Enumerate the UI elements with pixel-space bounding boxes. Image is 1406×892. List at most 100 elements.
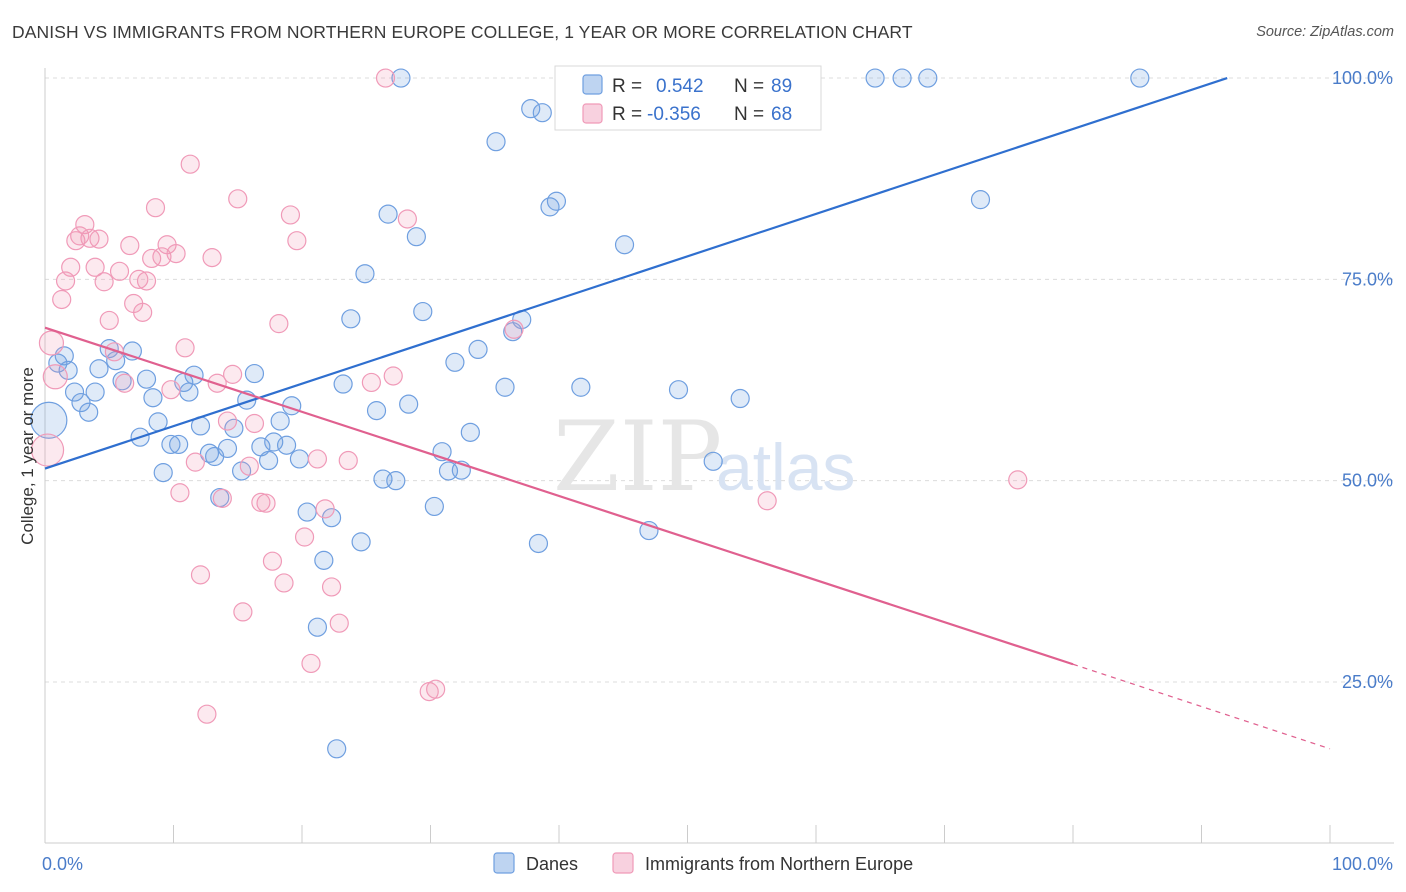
- point-danes: [327, 739, 347, 759]
- point-immigrants: [120, 235, 140, 256]
- point-danes: [161, 434, 181, 455]
- point-immigrants: [1008, 470, 1028, 490]
- point-immigrants: [38, 330, 65, 356]
- point-danes: [424, 496, 444, 517]
- legend-label-immigrants: Immigrants from Northern Europe: [645, 854, 913, 874]
- point-immigrants: [175, 338, 195, 358]
- point-immigrants: [104, 342, 124, 362]
- point-immigrants: [166, 243, 186, 264]
- point-danes: [460, 422, 480, 442]
- point-immigrants: [361, 372, 381, 393]
- y-tick-label: 50.0%: [1342, 471, 1393, 491]
- legend-swatch-immigrants: [582, 103, 603, 124]
- point-immigrants: [280, 205, 301, 225]
- chart-title: DANISH VS IMMIGRANTS FROM NORTHERN EUROP…: [12, 22, 913, 42]
- point-danes: [297, 502, 317, 522]
- point-danes: [112, 371, 132, 391]
- point-immigrants: [504, 319, 524, 339]
- point-immigrants: [129, 269, 149, 289]
- legend-r-label-danes: R =: [612, 76, 642, 97]
- point-danes: [703, 451, 723, 471]
- point-immigrants: [256, 493, 276, 513]
- point-immigrants: [217, 411, 238, 431]
- point-immigrants: [115, 373, 135, 393]
- series-immigrants-points: [30, 68, 1028, 724]
- point-danes: [58, 360, 78, 380]
- point-immigrants: [152, 247, 172, 267]
- point-immigrants: [307, 449, 328, 469]
- series-danes-points: [30, 68, 1150, 759]
- point-danes: [184, 365, 204, 385]
- point-danes: [399, 394, 419, 414]
- point-immigrants: [321, 577, 342, 597]
- x-tick-label: 0.0%: [42, 854, 83, 874]
- y-axis-label: College, 1 year or more: [18, 367, 37, 545]
- point-danes: [351, 532, 371, 552]
- point-immigrants: [145, 198, 166, 218]
- legend-n-value-immigrants: 68: [771, 104, 792, 125]
- point-danes: [532, 103, 552, 123]
- legend-swatch-danes: [582, 74, 603, 95]
- y-tick-labels: 25.0% 50.0% 75.0% 100.0%: [1332, 68, 1393, 692]
- point-immigrants: [197, 704, 217, 724]
- point-danes: [521, 99, 541, 119]
- y-tick-label: 25.0%: [1342, 672, 1393, 692]
- point-danes: [528, 533, 549, 554]
- watermark-zip: ZIP: [553, 401, 722, 513]
- point-immigrants: [109, 261, 130, 281]
- point-immigrants: [426, 679, 446, 699]
- point-immigrants: [397, 209, 417, 229]
- point-danes: [64, 382, 85, 402]
- point-danes: [169, 434, 189, 455]
- y-tick-label: 75.0%: [1342, 269, 1393, 289]
- point-danes: [406, 227, 426, 247]
- trend-line-immigrants: [44, 326, 1074, 666]
- point-danes: [199, 443, 220, 463]
- point-immigrants: [212, 488, 232, 508]
- axes: [44, 68, 1394, 844]
- point-danes: [276, 435, 297, 455]
- legend-swatch-danes-bottom: [493, 852, 515, 874]
- point-danes: [386, 471, 406, 491]
- point-danes: [970, 190, 991, 210]
- point-immigrants: [228, 189, 248, 209]
- point-immigrants: [233, 602, 253, 622]
- point-immigrants: [338, 450, 358, 471]
- point-immigrants: [30, 433, 65, 467]
- point-immigrants: [89, 229, 109, 249]
- point-immigrants: [269, 314, 289, 334]
- point-danes: [85, 382, 105, 402]
- trend-line-immigrants-extension: [1072, 663, 1331, 750]
- point-immigrants: [202, 248, 222, 268]
- point-danes: [153, 463, 173, 483]
- point-danes: [614, 235, 635, 255]
- point-immigrants: [757, 491, 777, 511]
- point-danes: [224, 418, 244, 438]
- point-immigrants: [190, 565, 211, 585]
- point-danes: [71, 392, 91, 413]
- point-danes: [217, 438, 238, 459]
- point-danes: [89, 359, 109, 379]
- point-immigrants: [61, 257, 81, 277]
- x-tick-label: 100.0%: [1332, 854, 1393, 874]
- point-immigrants: [180, 154, 200, 174]
- point-immigrants: [375, 68, 396, 88]
- legend-n-label-danes: N =: [734, 76, 764, 97]
- stats-legend: R = 0.542 N = 89 R = -0.356 N = 68: [554, 65, 822, 131]
- series-legend: Danes Immigrants from Northern Europe: [493, 852, 913, 874]
- legend-n-value-danes: 89: [771, 76, 792, 97]
- point-danes: [445, 352, 465, 372]
- trend-line-danes: [44, 77, 1228, 470]
- point-immigrants: [185, 452, 205, 472]
- point-danes: [378, 204, 398, 224]
- point-immigrants: [161, 380, 181, 400]
- point-immigrants: [329, 613, 349, 633]
- point-immigrants: [287, 231, 307, 251]
- legend-label-danes: Danes: [526, 854, 578, 874]
- point-danes: [244, 363, 265, 384]
- point-immigrants: [42, 364, 68, 390]
- point-danes: [495, 377, 515, 397]
- point-immigrants: [244, 413, 265, 434]
- point-danes: [179, 382, 199, 402]
